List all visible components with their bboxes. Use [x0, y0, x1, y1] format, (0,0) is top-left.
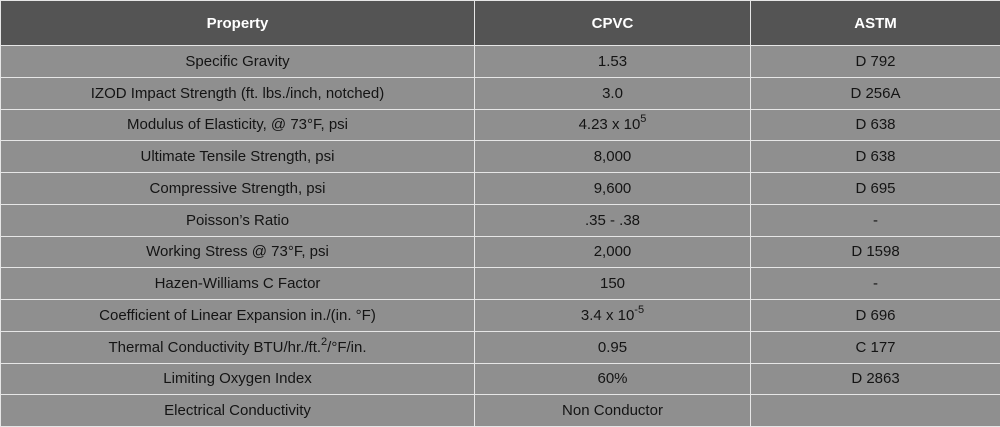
- cpvc-cell: 3.0: [474, 76, 751, 110]
- table-row: Modulus of Elasticity, @ 73°F, psi 4.23 …: [0, 108, 1000, 142]
- property-cell: Coefficient of Linear Expansion in./(in.…: [0, 299, 475, 332]
- cpvc-exponent: -5: [634, 303, 645, 316]
- property-cell: Ultimate Tensile Strength, psi: [0, 140, 475, 173]
- table-row: Limiting Oxygen Index 60% D 2863: [0, 362, 1000, 396]
- cpvc-cell: 2,000: [474, 235, 751, 269]
- cpvc-cell: 1.53: [474, 45, 751, 78]
- table-row: Hazen-Williams C Factor 150 -: [0, 267, 1000, 300]
- astm-cell: D 2863: [750, 362, 1000, 396]
- table-row: Coefficient of Linear Expansion in./(in.…: [0, 299, 1000, 332]
- table-row: Working Stress @ 73°F, psi 2,000 D 1598: [0, 235, 1000, 269]
- cpvc-cell: .35 - .38: [474, 203, 751, 237]
- astm-cell: D 792: [750, 45, 1000, 78]
- cpvc-cell: 60%: [474, 362, 751, 396]
- table-row: Poisson’s Ratio .35 - .38 -: [0, 203, 1000, 237]
- astm-cell: -: [750, 203, 1000, 237]
- property-cell: Compressive Strength, psi: [0, 172, 475, 205]
- astm-cell: C 177: [750, 330, 1000, 364]
- astm-cell: -: [750, 267, 1000, 300]
- cpvc-cell: Non Conductor: [474, 394, 751, 427]
- table-row: Compressive Strength, psi 9,600 D 695: [0, 172, 1000, 205]
- astm-cell: D 638: [750, 108, 1000, 142]
- property-cell: Thermal Conductivity BTU/hr./ft.2/°F/in.: [0, 330, 475, 364]
- property-cell: Poisson’s Ratio: [0, 203, 475, 237]
- cpvc-exponent: 5: [640, 113, 647, 126]
- cpvc-cell: 4.23 x 105: [474, 108, 751, 142]
- property-text-tail: /°F/in.: [327, 338, 367, 356]
- astm-cell: D 638: [750, 140, 1000, 173]
- header-row: Property CPVC ASTM: [0, 0, 1000, 46]
- table-row: Ultimate Tensile Strength, psi 8,000 D 6…: [0, 140, 1000, 173]
- cpvc-cell: 8,000: [474, 140, 751, 173]
- astm-cell: D 1598: [750, 235, 1000, 269]
- property-cell: Working Stress @ 73°F, psi: [0, 235, 475, 269]
- property-cell: Limiting Oxygen Index: [0, 362, 475, 396]
- table-row: IZOD Impact Strength (ft. lbs./inch, not…: [0, 76, 1000, 110]
- property-cell: Electrical Conductivity: [0, 394, 475, 427]
- property-text: Thermal Conductivity BTU/hr./ft.: [108, 338, 322, 356]
- cpvc-cell: 3.4 x 10-5: [474, 299, 751, 332]
- astm-cell: D 256A: [750, 76, 1000, 110]
- astm-cell: [750, 394, 1000, 427]
- property-cell: IZOD Impact Strength (ft. lbs./inch, not…: [0, 76, 475, 110]
- table-row: Thermal Conductivity BTU/hr./ft.2/°F/in.…: [0, 330, 1000, 364]
- cpvc-value: 3.4 x 10: [580, 306, 635, 324]
- cpvc-value: 4.23 x 10: [578, 116, 641, 134]
- cpvc-cell: 0.95: [474, 330, 751, 364]
- property-cell: Modulus of Elasticity, @ 73°F, psi: [0, 108, 475, 142]
- property-cell: Hazen-Williams C Factor: [0, 267, 475, 300]
- header-cpvc: CPVC: [474, 0, 751, 46]
- cpvc-cell: 150: [474, 267, 751, 300]
- table-row: Specific Gravity 1.53 D 792: [0, 45, 1000, 78]
- header-astm: ASTM: [750, 0, 1000, 46]
- property-cell: Specific Gravity: [0, 45, 475, 78]
- astm-cell: D 695: [750, 172, 1000, 205]
- cpvc-cell: 9,600: [474, 172, 751, 205]
- table-row: Electrical Conductivity Non Conductor: [0, 394, 1000, 427]
- property-exponent: 2: [321, 335, 328, 348]
- header-property: Property: [0, 0, 475, 46]
- astm-cell: D 696: [750, 299, 1000, 332]
